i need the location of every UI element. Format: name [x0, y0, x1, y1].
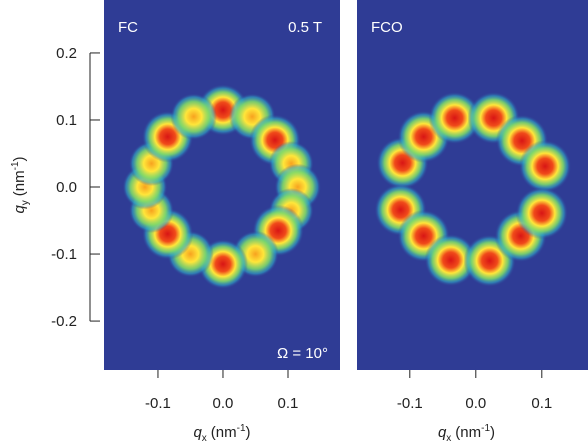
- axis-label: qy (nm-1): [10, 156, 31, 213]
- intensity-map: [374, 91, 572, 287]
- x-tick-label: -0.1: [397, 395, 423, 412]
- panel-label: FCO: [371, 19, 403, 36]
- label-sub: x: [446, 433, 451, 444]
- label-sup: -1: [237, 423, 246, 434]
- intensity-spot: [428, 91, 481, 145]
- label-sub: x: [202, 433, 207, 444]
- x-tick-label: 0.0: [213, 395, 234, 412]
- x-tick-label: -0.1: [145, 395, 171, 412]
- label-sup: -1: [481, 423, 490, 434]
- intensity-spot: [515, 187, 568, 240]
- y-tick-label: -0.2: [51, 313, 77, 330]
- y-tick-label: 0.2: [56, 45, 77, 62]
- panel-label: FC: [118, 19, 138, 36]
- label-unit: (nm: [11, 170, 28, 196]
- label-close: ): [490, 424, 495, 441]
- label-close: ): [246, 424, 251, 441]
- field-label: 0.5 T: [288, 19, 322, 36]
- label-var: q: [11, 205, 28, 214]
- intensity-spot: [424, 233, 477, 287]
- x-tick-label: 0.1: [531, 395, 552, 412]
- label-unit: (nm: [455, 424, 481, 441]
- axis-label: qx (nm-1): [193, 423, 250, 444]
- x-tick-label: 0.1: [278, 395, 299, 412]
- intensity-spot: [170, 93, 218, 140]
- x-tick-label: 0.0: [465, 395, 486, 412]
- y-tick-label: 0.1: [56, 112, 77, 129]
- label-var: q: [193, 424, 202, 441]
- intensity-map: [122, 84, 322, 290]
- angle-label: Ω = 10°: [277, 345, 328, 362]
- label-close: ): [11, 156, 28, 161]
- label-sub: y: [20, 200, 31, 205]
- y-tick-label: 0.0: [56, 179, 77, 196]
- label-var: q: [438, 424, 447, 441]
- axis-label: qx (nm-1): [438, 423, 495, 444]
- intensity-spot: [518, 140, 572, 193]
- y-tick-label: -0.1: [51, 246, 77, 263]
- label-sup: -1: [10, 161, 21, 170]
- label-unit: (nm: [211, 424, 237, 441]
